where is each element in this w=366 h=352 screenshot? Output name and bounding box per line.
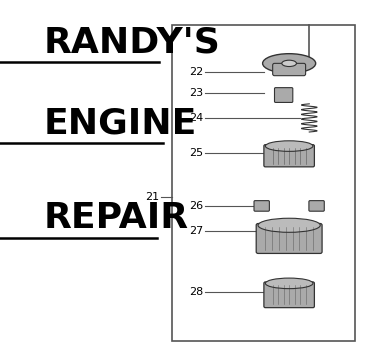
FancyBboxPatch shape [264,282,314,308]
Ellipse shape [265,278,313,289]
FancyBboxPatch shape [264,145,314,167]
Text: 25: 25 [189,148,203,158]
FancyBboxPatch shape [273,63,306,76]
Text: RANDY'S: RANDY'S [44,25,221,59]
Text: 21: 21 [145,192,159,202]
Ellipse shape [282,60,296,67]
Text: 27: 27 [189,226,203,235]
Ellipse shape [258,218,320,232]
Text: REPAIR: REPAIR [44,201,189,235]
FancyBboxPatch shape [309,201,324,211]
Text: ENGINE: ENGINE [44,106,197,140]
FancyBboxPatch shape [254,201,269,211]
FancyBboxPatch shape [256,224,322,253]
Text: 24: 24 [189,113,203,123]
FancyBboxPatch shape [274,88,293,102]
Ellipse shape [263,54,315,73]
Text: 23: 23 [189,88,203,98]
Text: 28: 28 [189,287,203,297]
Text: 26: 26 [189,201,203,211]
Bar [172,25,355,341]
Text: 22: 22 [189,67,203,77]
Ellipse shape [265,141,313,151]
